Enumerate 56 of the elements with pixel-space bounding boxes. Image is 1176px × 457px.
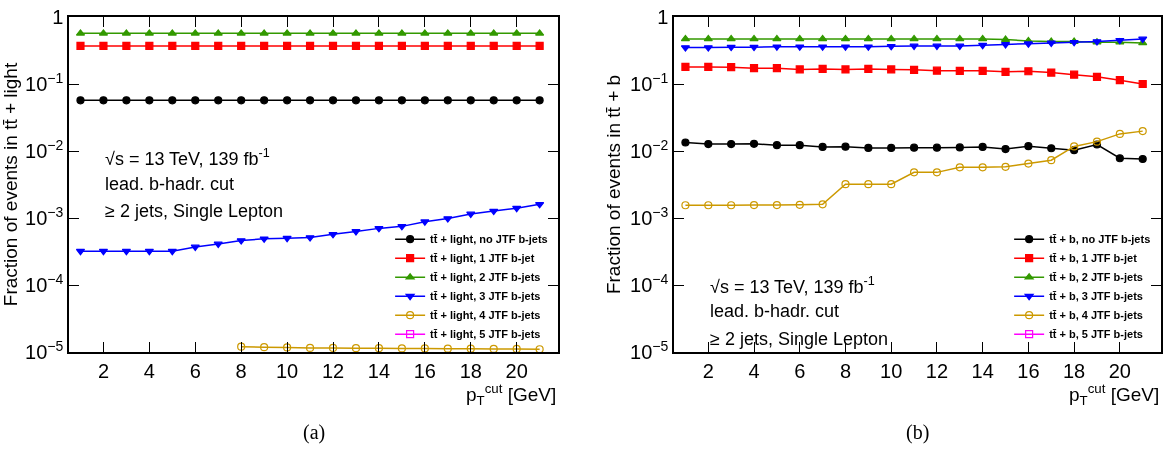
x-tick-label: 16: [1017, 359, 1040, 382]
legend-label: tt̄ + b, 1 JTF b-jet: [1049, 252, 1138, 265]
y-tick-label: 10$^{−4}$: [25, 270, 64, 296]
legend-label: tt̄ + light, 1 JTF b-jet: [430, 252, 535, 265]
legend-label: tt̄ + b, no JTF b-jets: [1049, 233, 1151, 246]
text: (a): [303, 421, 326, 444]
x-tick-label: 16: [413, 359, 436, 382]
x-tick-label: 14: [367, 359, 391, 382]
annotation: ≥ 2 jets, Single Lepton: [710, 329, 888, 349]
legend-label: tt̄ + light, 3 JTF b-jets: [430, 290, 541, 303]
y-axis-title: Fraction of events in tt̄ + b: [603, 74, 625, 295]
y-axis-title: Fraction of events in tt̄ + light: [0, 62, 21, 307]
y-tick-label: 1: [657, 6, 669, 28]
x-tick-label: 20: [1108, 359, 1131, 382]
x-tick-label: 4: [748, 359, 760, 382]
y-tick-label: 1: [52, 6, 64, 28]
annotation: ≥ 2 jets, Single Lepton: [105, 201, 283, 221]
y-tick-label: 10$^{−1}$: [25, 69, 64, 95]
x-tick-label: 14: [971, 359, 994, 382]
x-tick-label: 8: [839, 359, 852, 382]
legend-label: tt̄ + b, 5 JTF b-jets: [1049, 328, 1143, 341]
y-tick-label: 10$^{−2}$: [630, 136, 669, 162]
x-tick-label: 6: [794, 359, 806, 382]
x-tick-label: 10: [880, 359, 903, 382]
legend-label: tt̄ + light, 4 JTF b-jets: [430, 309, 541, 322]
legend-label: tt̄ + b, 2 JTF b-jets: [1049, 271, 1143, 284]
y-tick-label: 10$^{−1}$: [630, 69, 669, 95]
x-tick-label: 20: [505, 359, 528, 382]
x-tick-label: 4: [143, 359, 155, 382]
x-tick-label: 10: [275, 359, 299, 382]
annotation: lead. b-hadr. cut: [710, 301, 840, 321]
annotation: lead. b-hadr. cut: [105, 174, 235, 194]
x-axis-title: p$_{T}$$^{cut}$ [GeV]: [1069, 381, 1160, 408]
legend-label: tt̄ + b, 3 JTF b-jets: [1049, 290, 1143, 303]
y-tick-label: 10$^{−5}$: [630, 337, 669, 363]
x-tick-label: 18: [1062, 359, 1086, 382]
y-tick-label: 10$^{−3}$: [630, 203, 669, 229]
x-tick-label: 18: [459, 359, 482, 382]
x-tick-label: 12: [925, 359, 949, 382]
x-tick-label: 12: [321, 359, 345, 382]
y-tick-label: 10$^{−3}$: [25, 203, 64, 229]
x-tick-label: 2: [97, 359, 109, 382]
text: (b): [906, 421, 930, 444]
x-tick-label: 2: [702, 359, 714, 382]
legend-label: tt̄ + light, 5 JTF b-jets: [430, 328, 541, 341]
legend-label: tt̄ + light, 2 JTF b-jets: [430, 271, 541, 284]
x-tick-label: 8: [235, 359, 247, 382]
legend-label: tt̄ + light, no JTF b-jets: [430, 233, 548, 246]
y-tick-label: 10$^{−5}$: [25, 337, 64, 363]
y-tick-label: 10$^{−2}$: [25, 136, 64, 162]
annotation: √s = 13 TeV, 139 fb$^{-1}$: [105, 146, 270, 169]
x-axis-title: p$_{T}$$^{cut}$ [GeV]: [466, 381, 557, 408]
y-tick-label: 10$^{−4}$: [630, 270, 669, 296]
legend-label: tt̄ + b, 4 JTF b-jets: [1049, 309, 1143, 322]
annotation: √s = 13 TeV, 139 fb$^{-1}$: [710, 274, 875, 297]
x-tick-label: 6: [189, 359, 201, 382]
